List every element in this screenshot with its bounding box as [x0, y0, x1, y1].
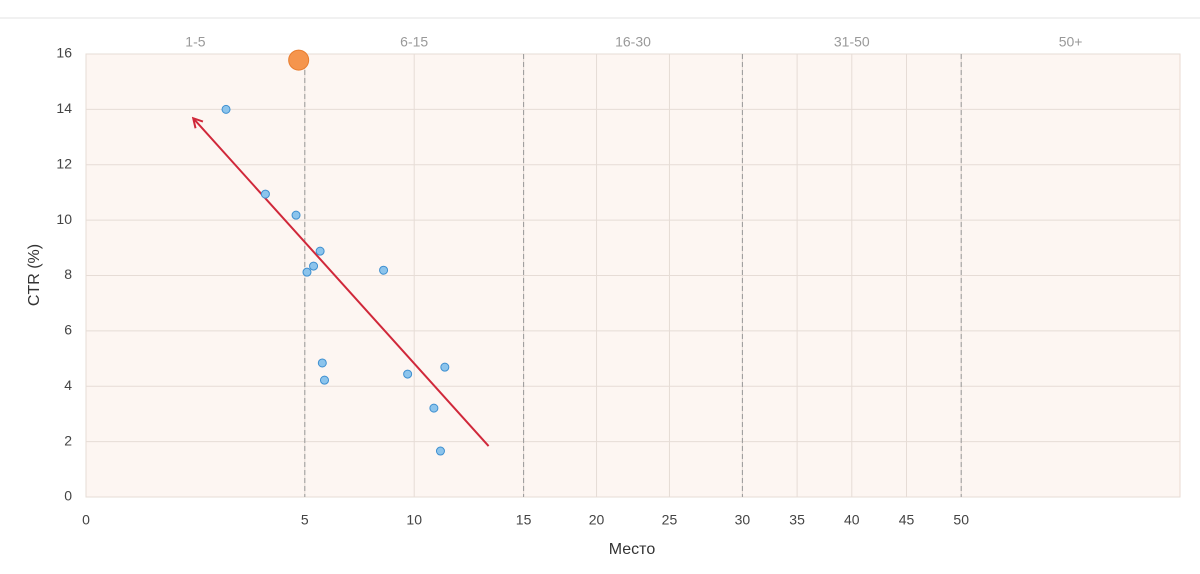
x-axis-label: Место	[609, 541, 656, 558]
x-tick-label: 25	[662, 512, 678, 528]
point	[315, 246, 325, 256]
band-label: 6-15	[400, 34, 428, 50]
x-tick-label: 35	[789, 512, 805, 528]
point	[309, 261, 319, 271]
x-tick-label: 30	[735, 512, 751, 528]
point	[260, 189, 270, 199]
point	[379, 265, 389, 275]
x-tick-label: 0	[82, 512, 90, 528]
point	[440, 362, 450, 372]
x-tick-label: 40	[844, 512, 860, 528]
point	[319, 375, 329, 385]
y-tick-label: 16	[56, 45, 72, 61]
y-tick-label: 10	[56, 211, 72, 227]
y-tick-label: 14	[56, 100, 72, 116]
y-tick-label: 4	[64, 377, 72, 393]
y-tick-label: 6	[64, 322, 72, 338]
y-tick-label: 8	[64, 266, 72, 282]
x-tick-label: 45	[899, 512, 915, 528]
highlight-point	[288, 49, 310, 71]
point	[221, 104, 231, 114]
x-tick-label: 15	[516, 512, 532, 528]
x-tick-label: 5	[301, 512, 309, 528]
point	[291, 210, 301, 220]
band-label: 16-30	[615, 34, 651, 50]
band-label: 31-50	[834, 34, 870, 50]
point	[435, 446, 445, 456]
band-label: 50+	[1059, 34, 1083, 50]
y-tick-label: 2	[64, 432, 72, 448]
point	[403, 369, 413, 379]
x-tick-label: 10	[406, 512, 422, 528]
x-tick-label: 50	[953, 512, 969, 528]
y-axis-label: CTR (%)	[26, 244, 43, 306]
y-tick-label: 0	[64, 488, 72, 504]
point	[429, 403, 439, 413]
point	[317, 358, 327, 368]
y-tick-label: 12	[56, 155, 72, 171]
trend-line	[193, 118, 490, 447]
band-label: 1-5	[185, 34, 205, 50]
point	[302, 267, 312, 277]
x-tick-label: 20	[589, 512, 605, 528]
